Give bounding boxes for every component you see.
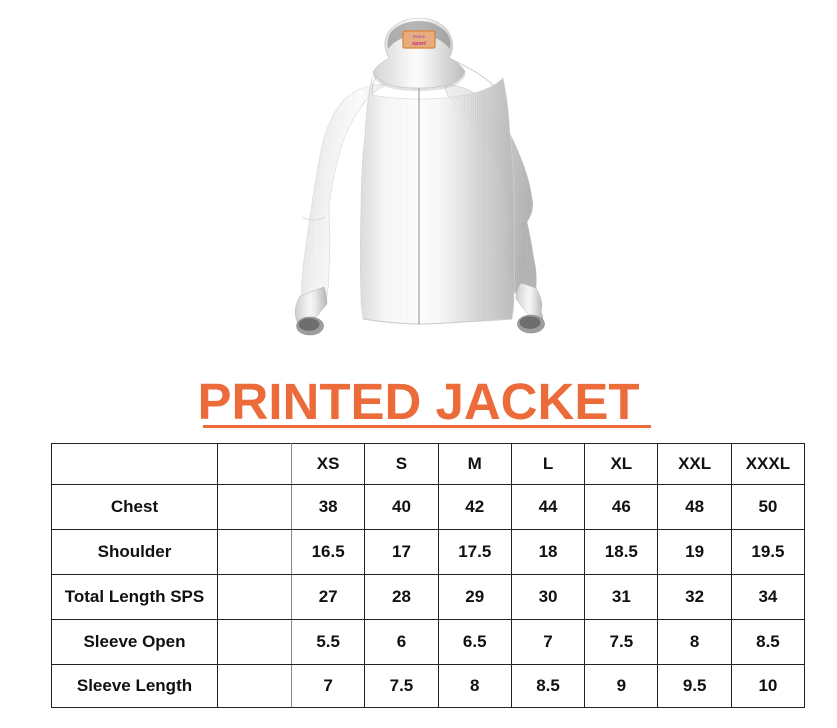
svg-text:sport: sport — [412, 41, 426, 47]
svg-text:mnmn: mnmn — [413, 34, 426, 39]
